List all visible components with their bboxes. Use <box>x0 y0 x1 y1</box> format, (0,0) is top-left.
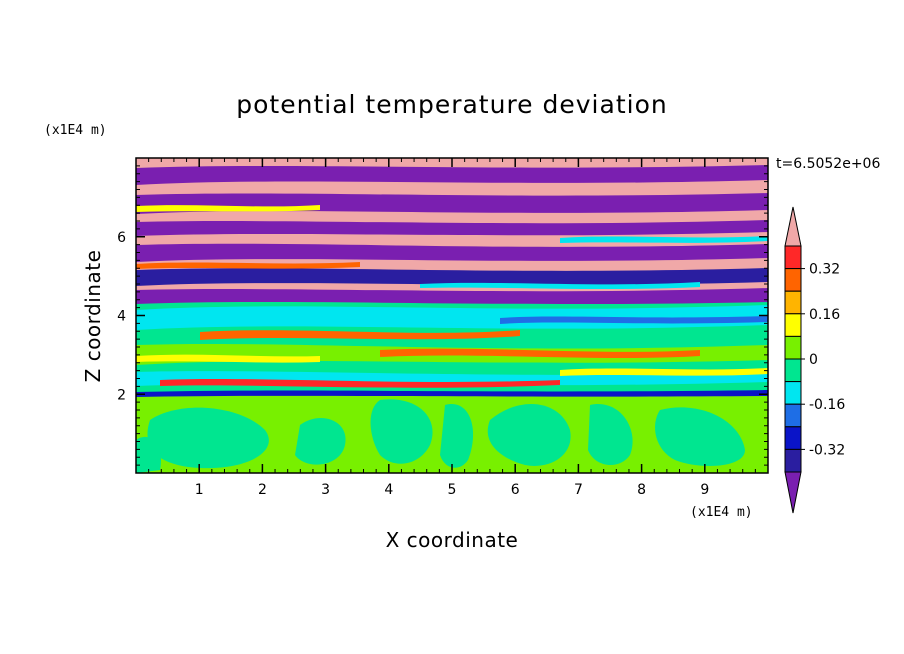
colorbar-segment <box>784 358 802 383</box>
y-tick-label: 4 <box>117 309 126 325</box>
y-axis-label: Z coordinate <box>81 250 105 383</box>
colorbar-label: 0.32 <box>809 262 840 278</box>
x-tick-label: 8 <box>637 482 646 498</box>
colorbar-segment <box>784 268 802 292</box>
y-unit-label: (x1E4 m) <box>44 123 107 138</box>
colorbar-segment <box>784 245 802 270</box>
x-axis-label: X coordinate <box>386 528 519 552</box>
colorbar: 0.32 0.16 0 -0.16 -0.32 <box>784 206 845 514</box>
x-tick-label: 3 <box>321 482 330 498</box>
colorbar-label: 0.16 <box>809 307 840 323</box>
x-tick-label: 7 <box>574 482 583 498</box>
x-tick-label: 4 <box>384 482 393 498</box>
x-unit-label: (x1E4 m) <box>690 505 753 520</box>
axis-ticks: 1 2 3 4 5 6 7 8 9 2 4 6 <box>117 157 769 498</box>
y-tick-label: 2 <box>117 387 126 403</box>
plot-area <box>136 158 768 473</box>
colorbar-segment <box>784 448 802 473</box>
colorbar-segment <box>784 335 802 360</box>
colorbar-segment <box>784 290 802 315</box>
x-tick-label: 5 <box>448 482 457 498</box>
x-tick-label: 6 <box>511 482 520 498</box>
x-tick-label: 1 <box>195 482 204 498</box>
colorbar-segment <box>784 426 802 450</box>
colorbar-top-arrow <box>784 206 802 247</box>
x-tick-label: 2 <box>258 482 267 498</box>
x-tick-label: 9 <box>700 482 709 498</box>
colorbar-bottom-arrow <box>784 471 802 514</box>
colorbar-label: 0 <box>809 352 818 368</box>
time-label: t=6.5052e+06 <box>776 156 880 172</box>
colorbar-segment <box>784 313 802 337</box>
colorbar-segment <box>784 381 802 405</box>
y-tick-label: 6 <box>117 230 126 246</box>
colorbar-label: -0.16 <box>809 397 845 413</box>
chart-title: potential temperature deviation <box>236 90 667 119</box>
colorbar-segment <box>784 403 802 428</box>
colorbar-label: -0.32 <box>809 442 845 458</box>
